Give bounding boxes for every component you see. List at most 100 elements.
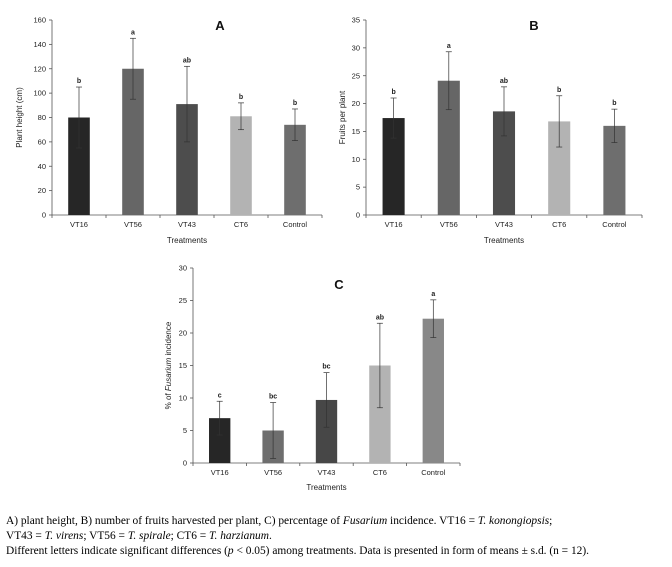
y-tick-label: 35 <box>352 16 360 25</box>
bar-ct6 <box>548 121 571 215</box>
y-tick-label: 120 <box>33 64 46 73</box>
bar-vt43 <box>492 111 516 215</box>
bar-vt56 <box>437 80 460 215</box>
y-tick-label: 5 <box>183 426 187 435</box>
y-tick-label: 40 <box>38 162 46 171</box>
y-tick-label: 140 <box>33 40 46 49</box>
y-tick-label: 0 <box>356 211 360 220</box>
caption-line-2: VT43 = T. virens; VT56 = T. spirale; CT6… <box>6 529 668 544</box>
y-tick-label: 0 <box>42 211 46 220</box>
y-axis-label-part: incidence <box>164 321 173 358</box>
bar-vt16 <box>382 118 405 215</box>
y-axis-label-part: % of <box>164 391 173 409</box>
bar-control <box>284 124 306 215</box>
x-tick-label: CT6 <box>552 220 566 229</box>
y-axis-label-italic: Fusarium <box>164 357 173 391</box>
bar-vt56 <box>122 68 144 215</box>
y-axis-label: % of Fusarium incidence <box>164 321 173 409</box>
bar-vt43 <box>176 104 198 215</box>
x-tick-label: VT16 <box>211 468 229 477</box>
caption-italic-species: T. konongiopsis <box>477 515 550 527</box>
caption-text: < 0.05) among treatments. Data is presen… <box>233 545 589 557</box>
y-tick-label: 60 <box>38 137 46 146</box>
y-tick-label: 30 <box>352 43 360 52</box>
x-tick-label: VT43 <box>178 220 196 229</box>
x-tick-label: CT6 <box>234 220 248 229</box>
x-tick-label: VT16 <box>385 220 403 229</box>
x-tick-label: Control <box>283 220 308 229</box>
y-tick-label: 10 <box>179 394 187 403</box>
bar-vt16 <box>209 418 231 463</box>
caption-line-1: A) plant height, B) number of fruits har… <box>6 514 668 529</box>
y-tick-label: 30 <box>179 264 187 273</box>
bar-vt16 <box>68 117 90 215</box>
bar-ct6 <box>230 116 252 215</box>
significance-letter: ab <box>376 314 384 321</box>
x-tick-label: VT16 <box>70 220 88 229</box>
x-axis-label: Treatments <box>484 236 524 245</box>
figure: 0 20 40 60 80 100 120 140 160 b VT16 a VT56 ab VT43 b CT… <box>15 16 643 492</box>
significance-letter: b <box>557 87 561 94</box>
y-tick-label: 0 <box>183 459 187 468</box>
y-tick-label: 20 <box>38 186 46 195</box>
panel-label: A <box>215 18 225 33</box>
x-tick-label: VT56 <box>124 220 142 229</box>
significance-letter: bc <box>269 394 277 401</box>
x-tick-label: VT43 <box>495 220 513 229</box>
y-axis-label: Fruits per plant <box>338 90 347 144</box>
panel-label: C <box>334 277 344 292</box>
significance-letter: a <box>131 29 135 36</box>
significance-letter: c <box>218 392 222 399</box>
caption-text: ; CT6 = <box>170 530 210 542</box>
caption-text: . <box>268 530 272 542</box>
caption-italic-fusarium: Fusarium <box>342 515 388 527</box>
y-tick-label: 100 <box>33 89 46 98</box>
y-tick-label: 5 <box>356 183 360 192</box>
y-tick-label: 25 <box>179 296 187 305</box>
significance-letter: b <box>391 89 395 96</box>
x-tick-label: Control <box>421 468 446 477</box>
caption-text: Different letters indicate significant d… <box>6 545 228 557</box>
x-tick-label: Control <box>602 220 627 229</box>
y-tick-label: 160 <box>33 16 46 25</box>
y-tick-label: 10 <box>352 155 360 164</box>
significance-letter: b <box>293 100 297 107</box>
y-tick-label: 25 <box>352 71 360 80</box>
caption-italic-species: T. virens <box>44 530 84 542</box>
significance-letter: ab <box>500 78 508 85</box>
caption-text: incidence. VT16 = <box>387 515 478 527</box>
caption-text: A) plant height, B) number of fruits har… <box>6 515 343 527</box>
x-tick-label: VT43 <box>318 468 336 477</box>
caption-text: VT43 = <box>6 530 45 542</box>
bar-ct6 <box>369 365 391 463</box>
y-tick-label: 80 <box>38 113 46 122</box>
caption-italic-p: p <box>227 545 234 557</box>
significance-letter: b <box>77 78 81 85</box>
bar-vt43 <box>315 399 338 463</box>
caption-text: ; VT56 = <box>83 530 128 542</box>
significance-letter: ab <box>183 57 191 64</box>
y-tick-label: 15 <box>179 361 187 370</box>
x-axis-label: Treatments <box>306 483 346 492</box>
x-tick-label: CT6 <box>373 468 387 477</box>
caption-line-3: Different letters indicate significant d… <box>6 544 668 559</box>
significance-letter: a <box>431 291 435 298</box>
significance-letter: b <box>612 100 616 107</box>
caption-text: ; <box>549 515 553 527</box>
y-axis-label: Plant height (cm) <box>15 87 24 148</box>
bar-control <box>603 125 626 215</box>
caption-italic-species: T. spirale <box>127 530 171 542</box>
x-tick-label: VT56 <box>440 220 458 229</box>
bar-control <box>422 318 444 463</box>
x-tick-label: VT56 <box>264 468 282 477</box>
caption-italic-species: T. harzianum <box>209 530 269 542</box>
y-tick-label: 20 <box>179 329 187 338</box>
x-axis-label: Treatments <box>167 236 207 245</box>
y-tick-label: 20 <box>352 99 360 108</box>
significance-letter: bc <box>322 364 330 371</box>
significance-letter: b <box>239 94 243 101</box>
figure-caption: A) plant height, B) number of fruits har… <box>6 514 668 559</box>
y-tick-label: 15 <box>352 127 360 136</box>
significance-letter: a <box>447 43 451 50</box>
panel-label: B <box>529 18 538 33</box>
